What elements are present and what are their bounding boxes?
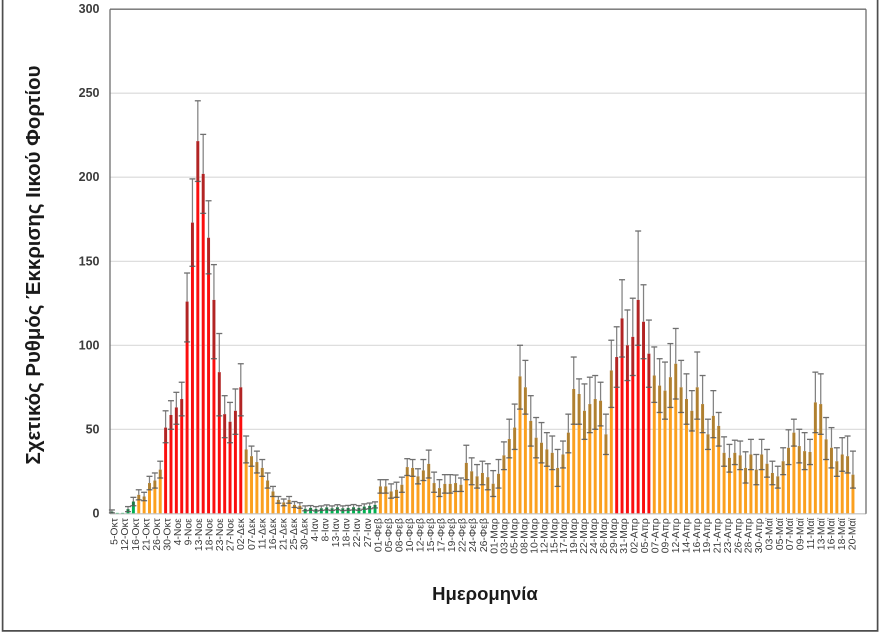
svg-text:200: 200 (79, 170, 100, 184)
svg-text:11-Μαϊ: 11-Μαϊ (806, 518, 817, 550)
svg-text:12-Απρ: 12-Απρ (671, 518, 682, 553)
svg-text:Σχετικός Ρυθμός Έκκρισης Ιικού: Σχετικός Ρυθμός Έκκρισης Ιικού Φορτίου (23, 65, 45, 464)
svg-text:20-Μαϊ: 20-Μαϊ (848, 518, 859, 551)
svg-text:50: 50 (86, 422, 100, 436)
svg-text:02-Απρ: 02-Απρ (630, 518, 641, 553)
svg-text:100: 100 (79, 338, 100, 352)
svg-text:03-Μαρ: 03-Μαρ (499, 518, 510, 554)
svg-text:19-Μαρ: 19-Μαρ (569, 518, 580, 554)
svg-text:15-Μαρ: 15-Μαρ (549, 518, 560, 554)
svg-text:02-Δεκ: 02-Δεκ (236, 517, 247, 550)
svg-text:13-Μαϊ: 13-Μαϊ (816, 518, 827, 551)
svg-text:16-Οκτ: 16-Οκτ (131, 517, 142, 550)
svg-text:Ημερομηνία: Ημερομηνία (432, 583, 538, 604)
svg-text:01-Μαρ: 01-Μαρ (489, 518, 500, 554)
svg-text:11-Δεκ: 11-Δεκ (257, 517, 268, 549)
svg-text:31-Μαρ: 31-Μαρ (619, 518, 630, 554)
svg-text:14-Απρ: 14-Απρ (682, 518, 693, 553)
svg-text:07-Μαϊ: 07-Μαϊ (785, 518, 796, 551)
svg-text:23-Απρ: 23-Απρ (723, 518, 734, 553)
svg-text:29-Μαρ: 29-Μαρ (609, 518, 620, 554)
svg-text:19-Απρ: 19-Απρ (702, 518, 713, 553)
svg-text:4-Ιαν: 4-Ιαν (310, 518, 321, 541)
svg-text:24-Μαρ: 24-Μαρ (589, 518, 600, 554)
svg-text:27-Νοε: 27-Νοε (226, 518, 237, 551)
svg-text:5-Οκτ: 5-Οκτ (110, 517, 121, 545)
svg-text:24-Φεβ: 24-Φεβ (468, 518, 479, 552)
svg-text:8-Ιαν: 8-Ιαν (321, 518, 332, 541)
svg-text:21-Απρ: 21-Απρ (713, 518, 724, 553)
svg-text:03-Μαϊ: 03-Μαϊ (765, 518, 776, 551)
svg-text:23-Νοε: 23-Νοε (215, 518, 226, 551)
svg-text:19-Φεβ: 19-Φεβ (447, 518, 458, 552)
svg-text:26-Οκτ: 26-Οκτ (152, 517, 163, 550)
svg-text:05-Φεβ: 05-Φεβ (384, 518, 395, 552)
svg-text:26-Απρ: 26-Απρ (733, 518, 744, 553)
svg-text:01-Φεβ: 01-Φεβ (373, 518, 384, 552)
svg-text:10-Φεβ: 10-Φεβ (405, 518, 416, 552)
svg-text:16-Δεκ: 16-Δεκ (268, 517, 279, 550)
svg-text:17-Μαρ: 17-Μαρ (559, 518, 570, 554)
svg-text:30-Δεκ: 30-Δεκ (300, 517, 311, 550)
svg-text:09-Μαϊ: 09-Μαϊ (796, 518, 807, 551)
svg-text:17-Φεβ: 17-Φεβ (437, 518, 448, 552)
svg-text:18-Νοε: 18-Νοε (205, 518, 216, 551)
svg-text:12-Οκτ: 12-Οκτ (120, 517, 131, 550)
svg-text:150: 150 (79, 254, 100, 268)
svg-text:26-Φεβ: 26-Φεβ (479, 518, 490, 552)
svg-text:05-Απρ: 05-Απρ (640, 518, 651, 553)
svg-text:16-Μαϊ: 16-Μαϊ (827, 518, 838, 551)
svg-text:12-Φεβ: 12-Φεβ (416, 518, 427, 552)
svg-text:21-Οκτ: 21-Οκτ (141, 517, 152, 550)
svg-text:15-Φεβ: 15-Φεβ (426, 518, 437, 552)
svg-text:21-Δεκ: 21-Δεκ (278, 517, 289, 550)
svg-text:26-Μαρ: 26-Μαρ (599, 518, 610, 554)
svg-text:07-Απρ: 07-Απρ (650, 518, 661, 553)
svg-text:27-Ιαν: 27-Ιαν (363, 518, 374, 547)
svg-text:0: 0 (93, 506, 100, 520)
svg-text:13-Νοε: 13-Νοε (194, 518, 205, 551)
svg-text:16-Απρ: 16-Απρ (692, 518, 703, 553)
svg-text:22-Μαρ: 22-Μαρ (579, 518, 590, 554)
svg-text:13-Ιαν: 13-Ιαν (331, 518, 342, 547)
svg-text:4-Νοε: 4-Νοε (173, 518, 184, 546)
svg-text:08-Μαρ: 08-Μαρ (519, 518, 530, 554)
svg-text:10-Μαρ: 10-Μαρ (529, 518, 540, 554)
svg-text:18-Μαϊ: 18-Μαϊ (837, 518, 848, 551)
svg-text:18-Ιαν: 18-Ιαν (342, 518, 353, 547)
svg-text:05-Μαϊ: 05-Μαϊ (775, 518, 786, 551)
svg-text:22-Ιαν: 22-Ιαν (352, 518, 363, 547)
svg-text:09-Απρ: 09-Απρ (661, 518, 672, 553)
svg-text:12-Μαρ: 12-Μαρ (539, 518, 550, 554)
svg-text:300: 300 (79, 2, 100, 16)
svg-text:25-Δεκ: 25-Δεκ (289, 517, 300, 550)
svg-text:22-Φεβ: 22-Φεβ (458, 518, 469, 552)
svg-text:30-Απρ: 30-Απρ (754, 518, 765, 553)
svg-text:07-Δεκ: 07-Δεκ (247, 517, 258, 550)
svg-text:28-Απρ: 28-Απρ (744, 518, 755, 553)
svg-text:08-Φεβ: 08-Φεβ (394, 518, 405, 552)
svg-text:9-Νοε: 9-Νοε (184, 518, 195, 546)
svg-text:30-Οκτ: 30-Οκτ (162, 517, 173, 550)
svg-text:250: 250 (79, 86, 100, 100)
svg-text:05-Μαρ: 05-Μαρ (509, 518, 520, 554)
